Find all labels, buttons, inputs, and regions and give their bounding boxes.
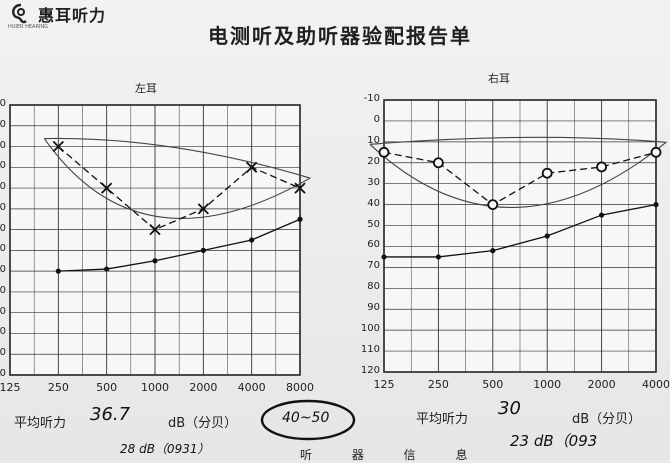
x-tick-label: 500	[482, 378, 504, 391]
x-tick-label: 250	[427, 378, 449, 391]
ear-logo-icon	[12, 3, 27, 24]
data-point-x	[294, 182, 306, 194]
data-point-x	[101, 182, 113, 194]
data-point-dot	[490, 248, 496, 254]
hearing-aid-info-heading: 听 器 信 息	[300, 448, 486, 462]
data-point-dot	[544, 233, 550, 239]
y-tick-label: 10	[367, 134, 380, 146]
data-point-circle	[650, 146, 662, 158]
y-tick-label: 100	[0, 326, 6, 338]
x-tick-label: 125	[0, 381, 21, 394]
right-ear-audiogram	[369, 99, 668, 373]
y-tick-label: 10	[0, 139, 6, 151]
y-tick-label: 0	[373, 113, 380, 125]
y-tick-label: 40	[0, 201, 6, 213]
data-point-dot	[381, 254, 387, 260]
series-line	[58, 218, 301, 272]
left-ear-label: 左耳	[135, 82, 157, 95]
x-tick-label: 4000	[642, 378, 670, 391]
right-ear-label: 右耳	[488, 72, 510, 85]
y-tick-label: 30	[0, 181, 6, 193]
data-point-x	[246, 161, 258, 173]
x-tick-label: 500	[96, 381, 118, 394]
y-tick-label: 110	[360, 344, 380, 356]
left-ear-audiogram	[9, 104, 312, 376]
data-point-circle	[596, 161, 608, 173]
y-tick-label: 40	[367, 197, 380, 209]
data-point-circle	[378, 146, 390, 158]
y-tick-label: 80	[0, 284, 6, 296]
data-point-x	[52, 140, 64, 153]
x-tick-label: 1000	[533, 378, 562, 391]
y-tick-label: 50	[367, 218, 380, 230]
series-line	[383, 151, 657, 206]
y-tick-label: 20	[367, 155, 380, 167]
brand-logo: 惠耳听力	[8, 2, 106, 26]
right-average-unit: dB（分贝）	[572, 412, 642, 427]
x-tick-label: 125	[373, 378, 395, 391]
data-point-x	[197, 203, 209, 215]
y-tick-label: 90	[0, 305, 6, 317]
y-tick-label: 110	[0, 347, 6, 359]
hand-drawn-contour	[43, 137, 312, 220]
series-line	[384, 203, 657, 258]
right-handwritten-note: 23 dB（093	[510, 432, 598, 450]
y-tick-label: 50	[0, 222, 6, 234]
y-tick-label: 100	[360, 323, 380, 335]
data-point-dot	[599, 212, 605, 218]
x-tick-label: 2000	[189, 381, 218, 394]
left-average-unit: dB（分贝）	[168, 416, 238, 431]
left-average-label: 平均听力	[14, 416, 67, 431]
hand-drawn-contour	[369, 136, 668, 208]
x-tick-label: 1000	[141, 381, 169, 394]
y-tick-label: -10	[363, 93, 380, 104]
y-tick-label: 20	[0, 160, 6, 172]
data-point-dot	[55, 268, 61, 274]
right-average-label: 平均听力	[416, 412, 469, 427]
y-tick-label: 120	[360, 365, 380, 376]
y-tick-label: 80	[367, 281, 380, 293]
y-tick-label: 60	[0, 243, 6, 255]
x-tick-label: 2000	[587, 378, 616, 391]
data-point-dot	[200, 247, 206, 253]
y-tick-label: 90	[367, 302, 380, 314]
y-tick-label: -10	[0, 98, 6, 109]
data-point-circle	[433, 157, 444, 169]
data-point-dot	[249, 237, 255, 243]
y-tick-label: 70	[367, 260, 380, 272]
data-point-dot	[435, 254, 441, 260]
brand-name: 惠耳听力	[38, 6, 107, 25]
x-tick-label: 4000	[237, 381, 266, 394]
data-point-circle	[487, 199, 499, 211]
y-tick-label: 120	[0, 368, 6, 379]
data-point-dot	[653, 202, 659, 208]
data-point-x	[149, 223, 161, 236]
report-title: 电测听及助听器验配报告单	[208, 24, 472, 48]
left-handwritten-note: 28 dB（0931）	[120, 442, 210, 456]
data-point-circle	[541, 167, 553, 179]
y-tick-label: 0	[0, 118, 6, 130]
left-average-value: 36.7	[90, 404, 131, 425]
brand-subtitle: HUIER HEARING	[8, 24, 49, 30]
y-tick-label: 30	[367, 176, 380, 188]
data-point-dot	[152, 258, 158, 264]
y-tick-label: 60	[367, 239, 380, 251]
x-tick-label: 8000	[286, 381, 314, 394]
circled-note-ring	[260, 399, 356, 441]
data-point-dot	[297, 216, 303, 222]
data-point-dot	[104, 266, 110, 272]
left-circled-note: 40~50	[282, 410, 330, 426]
right-average-value: 30	[498, 398, 521, 419]
y-tick-label: 70	[0, 264, 6, 276]
x-tick-label: 250	[47, 381, 69, 394]
